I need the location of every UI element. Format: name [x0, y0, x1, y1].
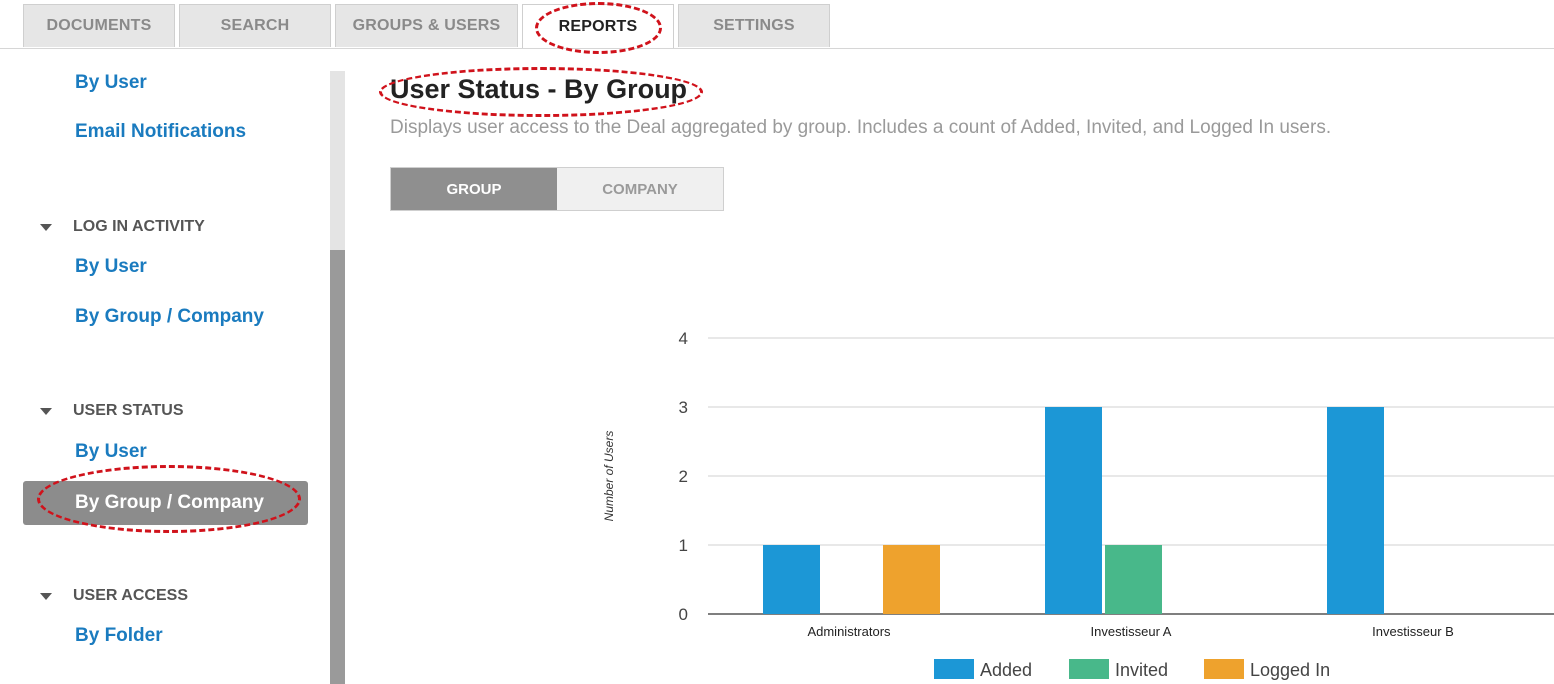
group-company-toggle: GROUP COMPANY [390, 167, 724, 211]
sidebar-item-login-by-user[interactable]: By User [75, 256, 147, 277]
toggle-company-button[interactable]: COMPANY [557, 168, 723, 210]
tab-settings[interactable]: SETTINGS [678, 4, 830, 47]
x-tick-label: Administrators [807, 624, 891, 639]
x-tick-label: Investisseur B [1372, 624, 1454, 639]
bar-invited [1105, 545, 1162, 614]
page-title: User Status - By Group [390, 74, 688, 104]
bar-added [763, 545, 820, 614]
sidebar-item-status-by-group-company[interactable]: By Group / Company [23, 481, 308, 525]
sidebar-item-status-by-user[interactable]: By User [75, 441, 147, 462]
y-tick-label: 4 [679, 329, 688, 348]
section-title: LOG IN ACTIVITY [73, 218, 205, 235]
y-tick-label: 2 [679, 467, 688, 486]
sidebar-item-email-notifications[interactable]: Email Notifications [75, 121, 247, 142]
toggle-group-button[interactable]: GROUP [391, 168, 557, 210]
y-tick-label: 3 [679, 398, 688, 417]
caret-down-icon [40, 223, 52, 231]
reports-sidebar: By User Email Notifications LOG IN ACTIV… [0, 48, 345, 684]
section-user-access[interactable]: USER ACCESS [40, 587, 188, 605]
x-tick-label: Investisseur A [1091, 624, 1172, 639]
sidebar-item-label: By Group / Company [75, 492, 264, 513]
y-tick-label: 0 [679, 605, 688, 624]
sidebar-item-access-by-folder[interactable]: By Folder [75, 625, 163, 646]
sidebar-item-by-user[interactable]: By User [75, 72, 147, 93]
user-status-chart: 0 1 2 3 4 Number of Users Administrators Invest… [602, 329, 1554, 680]
caret-down-icon [40, 592, 52, 600]
y-tick-label: 1 [679, 536, 688, 555]
sidebar-scrollbar[interactable] [330, 71, 345, 684]
bar-logged-in [883, 545, 940, 614]
tab-reports[interactable]: REPORTS [522, 4, 674, 48]
y-axis-label: Number of Users [602, 431, 616, 522]
tab-groups-users[interactable]: GROUPS & USERS [335, 4, 518, 47]
section-user-status[interactable]: USER STATUS [40, 402, 184, 420]
sidebar-item-login-by-group-company[interactable]: By Group / Company [75, 306, 264, 327]
page-description: Displays user access to the Deal aggrega… [390, 117, 1332, 138]
tab-documents[interactable]: DOCUMENTS [23, 4, 175, 47]
section-log-in-activity[interactable]: LOG IN ACTIVITY [40, 218, 205, 236]
bar-added [1045, 407, 1102, 614]
legend-label: Added [980, 660, 1032, 680]
legend-swatch [934, 659, 974, 679]
bar-added [1327, 407, 1384, 614]
main-tab-bar: DOCUMENTS SEARCH GROUPS & USERS REPORTS … [0, 0, 1554, 49]
legend-swatch [1204, 659, 1244, 679]
section-title: USER ACCESS [73, 587, 188, 604]
legend-swatch [1069, 659, 1109, 679]
legend-label: Invited [1115, 660, 1168, 680]
section-title: USER STATUS [73, 402, 184, 419]
caret-down-icon [40, 407, 52, 415]
tab-search[interactable]: SEARCH [179, 4, 331, 47]
scrollbar-thumb[interactable] [330, 250, 345, 684]
legend-label: Logged In [1250, 660, 1330, 680]
